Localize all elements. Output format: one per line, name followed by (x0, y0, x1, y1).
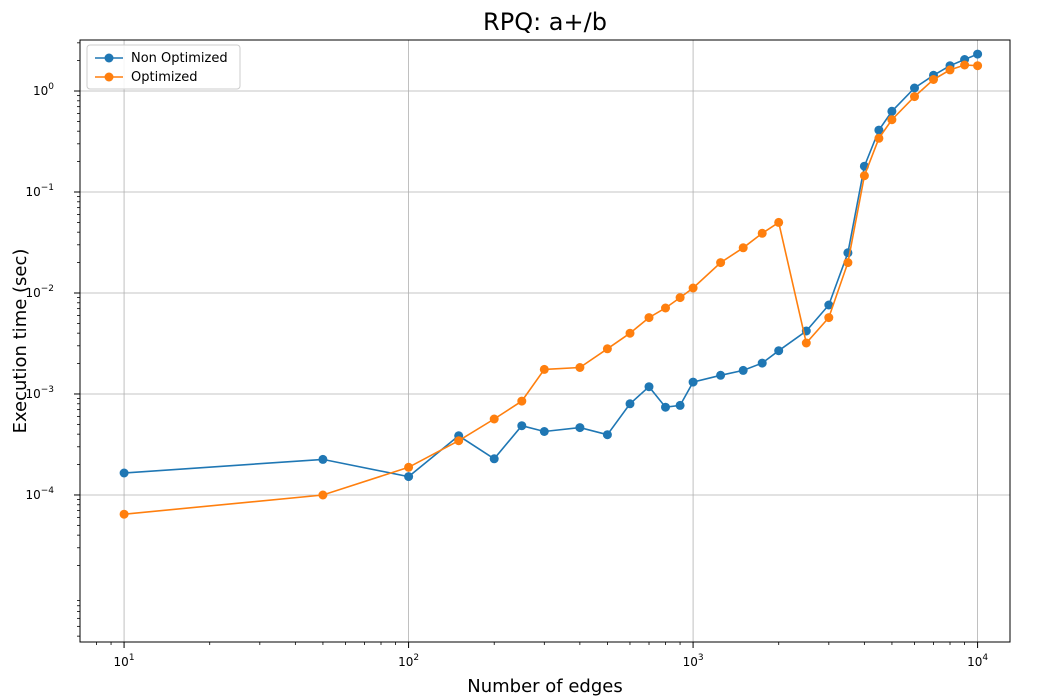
data-point-non-optimized (688, 377, 698, 387)
data-point-non-optimized (757, 358, 767, 368)
data-point-non-optimized (774, 346, 784, 356)
data-point-optimized (960, 60, 970, 70)
data-point-optimized (929, 75, 938, 84)
data-point-optimized (675, 293, 685, 303)
data-point-optimized (874, 133, 884, 143)
data-point-optimized (602, 344, 612, 354)
data-point-non-optimized (489, 454, 499, 464)
x-axis-label: Number of edges (467, 676, 622, 697)
series-non-optimized (119, 49, 983, 482)
y-tick-exponent: −3 (41, 385, 54, 395)
data-point-non-optimized (824, 300, 834, 310)
series-layer (119, 49, 983, 519)
y-axis-label: Execution time (sec) (10, 249, 31, 434)
data-point-optimized (119, 509, 129, 519)
data-point-non-optimized (675, 400, 685, 410)
data-point-optimized (945, 65, 955, 75)
data-point-optimized (404, 462, 414, 472)
series-optimized (119, 60, 983, 519)
legend-label-optimized: Optimized (131, 70, 198, 85)
data-point-non-optimized (887, 106, 897, 116)
data-point-optimized (489, 414, 499, 424)
data-point-optimized (688, 283, 698, 293)
x-tick-exponent: 2 (413, 653, 419, 663)
data-point-optimized (575, 363, 585, 372)
y-tick-exponent: 0 (48, 82, 54, 92)
data-point-optimized (644, 313, 654, 323)
data-point-non-optimized (625, 399, 635, 409)
data-point-optimized (318, 490, 328, 500)
data-point-non-optimized (404, 472, 414, 482)
grid-layer (80, 40, 1010, 642)
data-point-optimized (774, 217, 784, 227)
data-point-optimized (738, 243, 748, 253)
plot-frame (79, 39, 1011, 643)
data-point-optimized (757, 228, 767, 238)
data-point-optimized (801, 338, 811, 348)
data-point-non-optimized (517, 421, 527, 431)
data-point-non-optimized (644, 382, 654, 392)
chart-title: RPQ: a+/b (483, 8, 607, 36)
data-point-optimized (454, 436, 464, 446)
y-tick-exponent: −2 (41, 284, 54, 294)
data-point-optimized (716, 258, 726, 268)
data-point-non-optimized (973, 49, 983, 59)
data-point-optimized (910, 92, 919, 102)
data-point-optimized (973, 61, 983, 71)
data-point-optimized (517, 396, 527, 406)
data-point-optimized (539, 364, 549, 374)
y-tick-exponent: −1 (41, 183, 54, 193)
data-point-non-optimized (738, 365, 748, 375)
data-point-optimized (843, 258, 853, 268)
data-point-optimized (625, 328, 635, 338)
data-point-non-optimized (716, 370, 726, 380)
x-tick-exponent: 4 (982, 653, 988, 663)
y-tick-exponent: −4 (41, 486, 55, 496)
legend-label-non-optimized: Non Optimized (131, 51, 228, 66)
data-point-non-optimized (602, 430, 612, 440)
data-point-optimized (859, 171, 869, 181)
data-point-non-optimized (910, 83, 919, 93)
data-point-optimized (661, 303, 670, 313)
data-point-non-optimized (318, 454, 328, 464)
data-point-optimized (824, 313, 834, 323)
data-point-non-optimized (575, 423, 585, 433)
x-tick-exponent: 3 (698, 653, 704, 663)
data-point-non-optimized (119, 468, 129, 478)
data-point-non-optimized (874, 125, 884, 135)
data-point-non-optimized (539, 427, 549, 436)
legend-marker-optimized (104, 72, 114, 82)
legend: Non Optimized Optimized (86, 44, 241, 90)
data-point-non-optimized (661, 402, 670, 412)
x-tick-exponent: 1 (129, 653, 135, 663)
legend-box (86, 44, 241, 90)
legend-marker-non-optimized (104, 53, 114, 63)
data-point-optimized (887, 115, 897, 125)
